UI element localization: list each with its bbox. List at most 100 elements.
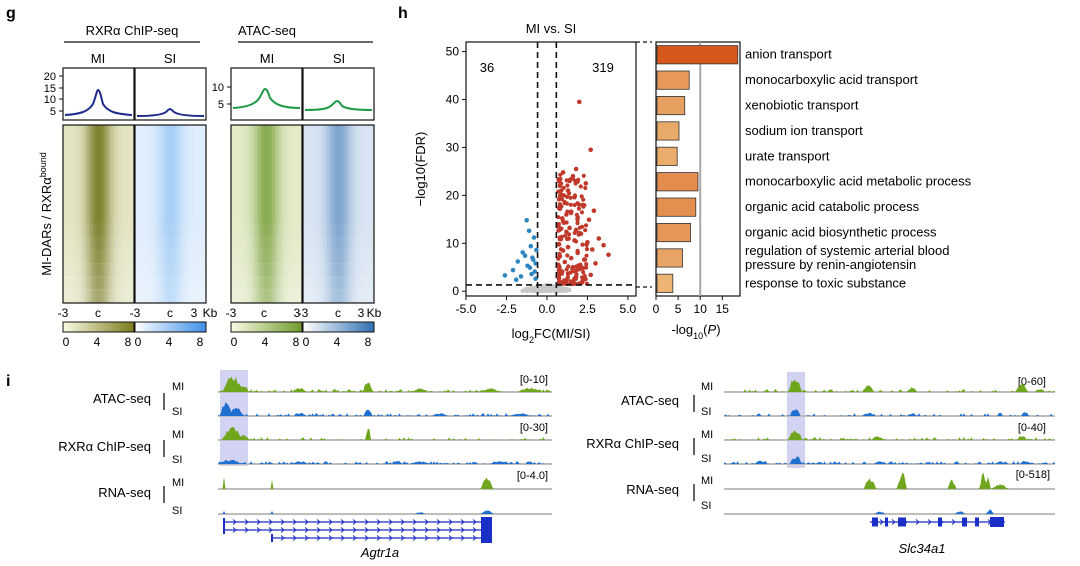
volcano-point-up xyxy=(565,277,570,282)
heatmap-strip xyxy=(122,125,126,303)
gene-strand-arrow xyxy=(280,535,285,541)
volcano-xtick-label: 5.0 xyxy=(620,302,637,316)
volcano-point-ns xyxy=(549,285,555,291)
volcano-point-up xyxy=(581,270,586,275)
volcano-ytick-label: 0 xyxy=(452,284,459,298)
heatmap-strip xyxy=(86,125,91,303)
heatmap-strip xyxy=(233,125,238,303)
bar xyxy=(656,248,683,268)
column-label-atac-si: SI xyxy=(333,51,345,66)
cb-tick-4-d: 4 xyxy=(334,335,341,349)
up-count: 319 xyxy=(592,60,614,75)
heatmap-strip xyxy=(80,125,85,303)
heatmap-strip xyxy=(254,125,259,303)
heatmap-strip xyxy=(185,125,189,303)
track-signal xyxy=(724,509,1055,514)
volcano-point-ns xyxy=(539,288,545,294)
heatmap-strip xyxy=(350,125,354,303)
gene-strand-arrow xyxy=(424,519,429,525)
heatmap-strip xyxy=(266,125,270,303)
heatmap-fade xyxy=(63,276,134,291)
heatmap-strip xyxy=(89,125,93,303)
cb-tick-4-b: 4 xyxy=(166,335,173,349)
track-label-left-atac: ATAC-seq xyxy=(93,391,151,406)
heatmap-strip xyxy=(194,125,198,303)
volcano-point-up xyxy=(568,177,573,182)
track-left-chip-si xyxy=(218,459,552,465)
heatmap-fade xyxy=(231,289,302,304)
gene-exon xyxy=(271,534,273,542)
volcano-point-up xyxy=(557,202,563,207)
profile-box-chip-si xyxy=(134,67,207,121)
gene-strand-arrow xyxy=(460,527,465,533)
heatmap-strip xyxy=(164,125,168,303)
volcano-point-up xyxy=(558,247,564,252)
gene-strand-arrow xyxy=(256,527,261,533)
heatmap-strip xyxy=(71,125,76,303)
gene-strand-arrow xyxy=(412,527,417,533)
gene-strand-arrow xyxy=(280,527,285,533)
volcano-point-up xyxy=(567,232,572,237)
group-title-atac: ATAC-seq xyxy=(238,23,296,38)
heatmap-strip xyxy=(290,125,294,303)
volcano-point-ns xyxy=(520,288,525,293)
heatmap-fade xyxy=(303,222,374,237)
heatmap-fade xyxy=(135,276,206,291)
column-label-chip-si: SI xyxy=(164,51,176,66)
colorbar-chip-mi xyxy=(62,321,135,333)
gene-strand-arrow xyxy=(364,527,369,533)
profile-ytick-20: 20 xyxy=(44,71,56,83)
gene-strand-arrow xyxy=(388,535,393,541)
profile-ytick-15: 15 xyxy=(44,83,56,95)
volcano-point-up xyxy=(575,221,580,226)
heatmap-strip xyxy=(77,125,82,303)
volcano-point-up xyxy=(565,253,570,258)
volcano-point-ns xyxy=(530,288,535,294)
track-right-rna-mi xyxy=(724,472,1055,490)
heatmap-strip xyxy=(272,125,276,303)
volcano-point-up xyxy=(556,215,561,220)
heatmap-strip xyxy=(158,125,163,303)
heatmap-strip xyxy=(110,125,114,303)
volcano-ytick-label: 30 xyxy=(446,140,460,154)
volcano-point-up xyxy=(574,272,579,277)
volcano-point-up xyxy=(564,201,570,206)
heatmap-atac-si xyxy=(303,125,375,304)
volcano-point-up xyxy=(556,256,561,261)
gene-strand-arrow xyxy=(316,519,321,525)
row-right-chip-mi: MI xyxy=(701,429,713,441)
volcano-point-up xyxy=(588,272,593,278)
heatmap-strip xyxy=(137,125,142,303)
heatmap-strip xyxy=(231,125,235,303)
volcano-point-up xyxy=(586,217,592,223)
heatmap-fade xyxy=(135,249,206,264)
track-left-rna-mi xyxy=(218,477,552,490)
volcano-point-up xyxy=(567,191,572,196)
heatmap-fade xyxy=(63,289,134,304)
volcano-point-down xyxy=(518,274,524,279)
volcano-point-down xyxy=(510,267,516,273)
gene-name-right: Slc34a1 xyxy=(899,541,946,556)
volcano-point-up xyxy=(576,206,582,211)
gene-exon xyxy=(990,517,1004,527)
heatmap-strip xyxy=(326,125,331,303)
volcano-point-up xyxy=(584,253,589,258)
gene-strand-arrow xyxy=(316,527,321,533)
volcano-xlabel: log2FC(MI/SI) xyxy=(512,326,591,345)
volcano-point-up xyxy=(568,195,573,200)
volcano-ytick-label: 50 xyxy=(446,45,460,59)
profile-box-atac-mi xyxy=(230,67,303,121)
heatmap-strip xyxy=(63,125,67,303)
heatmap-strip xyxy=(104,125,108,303)
volcano-point-up xyxy=(580,275,585,280)
heatmap-fade xyxy=(231,222,302,237)
heatmap-strip xyxy=(146,125,151,303)
volcano-points xyxy=(502,99,611,287)
hm-xtick-atac-mi-l: -3 xyxy=(226,306,237,320)
volcano-point-up xyxy=(580,265,585,270)
heatmap-strip xyxy=(149,125,154,303)
track-signal xyxy=(218,477,552,489)
volcano-axes: 0 10 20 30 40 50 -5.0 -2.5 0.0 2.5 5.0 xyxy=(446,45,637,316)
heatmap-strip xyxy=(347,125,351,303)
